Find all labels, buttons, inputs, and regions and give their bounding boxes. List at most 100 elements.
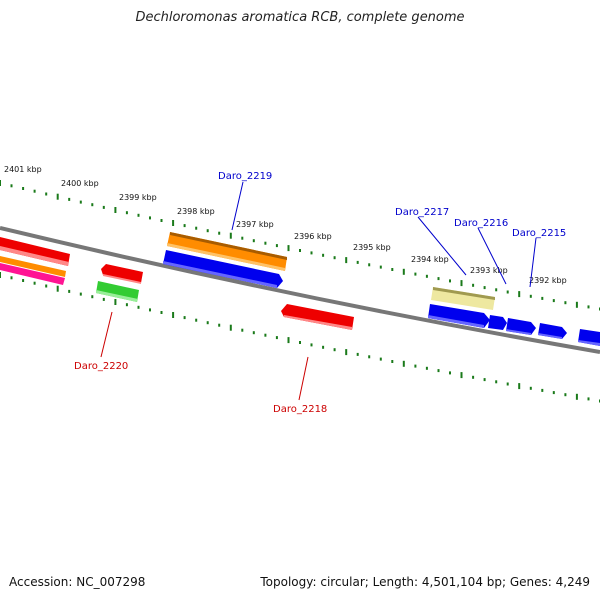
inner-track-tick (195, 318, 198, 322)
feature-khaki-2217[interactable] (431, 287, 495, 310)
gene-label-daro-2219[interactable]: Daro_2219 (218, 171, 272, 182)
outer-track-tick (229, 232, 232, 239)
feature-blue-a[interactable] (428, 304, 490, 328)
inner-track-tick (149, 308, 151, 312)
outer-track-tick (172, 220, 175, 226)
outer-track-tick (356, 260, 359, 264)
inner-track-tick (229, 324, 232, 331)
feature-red-2218[interactable] (281, 304, 354, 330)
inner-track-tick (506, 382, 509, 386)
outer-track-tick (587, 305, 590, 309)
feature-orange-left[interactable] (0, 256, 66, 277)
kbp-label-2398: 2398 kbp (177, 207, 215, 216)
outer-track-tick (137, 213, 140, 217)
outer-track-tick (241, 236, 244, 240)
outer-track-tick (379, 265, 382, 269)
inner-track-tick (218, 323, 221, 327)
inner-track-tick (252, 331, 255, 335)
feature-magenta-left[interactable] (0, 263, 65, 285)
feature-khaki-2217-edge (433, 287, 495, 300)
kbp-label-2392: 2392 kbp (529, 276, 567, 285)
outer-track-tick (299, 249, 301, 252)
feature-blue-e-shade (578, 340, 600, 346)
inner-track-tick (114, 299, 117, 305)
gene-label-daro-2216[interactable]: Daro_2216 (454, 218, 508, 229)
inner-track-tick (56, 285, 59, 292)
inner-track-tick (275, 336, 278, 340)
outer-track-tick (45, 192, 48, 196)
gene-label-daro-2220[interactable]: Daro_2220 (74, 361, 128, 372)
inner-track-tick (460, 372, 463, 379)
gene-label-daro-2217[interactable]: Daro_2217 (395, 207, 449, 218)
inner-track-tick (495, 380, 498, 384)
inner-track-tick (575, 393, 578, 400)
outer-track-tick (472, 283, 475, 287)
feature-orange-2219[interactable] (167, 232, 287, 271)
outer-track-tick (0, 180, 1, 186)
outer-track-tick (206, 229, 209, 233)
kbp-label-2399: 2399 kbp (119, 193, 157, 202)
feature-red-small-shade (103, 274, 141, 284)
outer-tick-track (0, 180, 600, 311)
inner-track-tick (287, 337, 290, 344)
outer-track-tick (102, 205, 105, 209)
outer-track-tick (183, 224, 186, 228)
inner-track-tick (402, 360, 405, 367)
inner-track-tick (518, 383, 521, 390)
outer-track-tick (252, 239, 255, 243)
inner-track-tick (552, 391, 555, 395)
outer-track-tick (506, 290, 509, 294)
feature-green-small-shade (96, 290, 138, 302)
genome-backbone (0, 226, 600, 354)
kbp-label-2401: 2401 kbp (4, 165, 42, 174)
inner-track-tick (183, 316, 186, 320)
outer-track-tick (495, 288, 498, 292)
inner-track-tick (483, 378, 486, 382)
outer-track-tick (149, 216, 151, 220)
kbp-label-2395: 2395 kbp (353, 243, 391, 252)
gene-label-daro-2215[interactable]: Daro_2215 (512, 228, 566, 239)
inner-track-tick (45, 284, 48, 288)
inner-track-tick (10, 276, 13, 280)
gene-label-daro-2218[interactable]: Daro_2218 (273, 404, 327, 415)
outer-track-tick (33, 189, 36, 193)
outer-track-tick (437, 277, 440, 281)
outer-track-tick (79, 200, 82, 204)
outer-track-tick (564, 301, 567, 305)
leader-daro-2217 (417, 216, 467, 276)
inner-track-tick (379, 357, 382, 361)
accession-text: Accession: NC_007298 (9, 575, 146, 589)
inner-track-tick (449, 371, 451, 375)
inner-track-tick (437, 369, 440, 373)
feature-red-small[interactable] (101, 264, 143, 283)
leader-daro-2216 (477, 227, 507, 285)
inner-tick-track (0, 272, 600, 403)
outer-track-tick (56, 193, 59, 200)
outer-track-tick (414, 272, 417, 276)
inner-track-tick (33, 281, 36, 285)
leader-daro-2219 (231, 181, 244, 231)
feature-blue-long-shade (163, 261, 277, 288)
inner-track-tick (241, 328, 244, 332)
outer-track-tick (575, 301, 578, 308)
feature-blue-long[interactable] (163, 250, 283, 288)
kbp-label-2396: 2396 kbp (294, 232, 332, 241)
leader-daro-2220 (100, 311, 113, 358)
inner-track-tick (206, 321, 209, 325)
kbp-label-2400: 2400 kbp (61, 179, 99, 188)
inner-track-tick (79, 292, 82, 296)
inner-track-tick (368, 355, 371, 359)
kbp-label-2394: 2394 kbp (411, 255, 449, 264)
inner-track-tick (356, 352, 359, 356)
inner-track-tick (172, 312, 175, 318)
kbp-label-2393: 2393 kbp (470, 266, 508, 275)
leader-daro-2215 (529, 237, 537, 288)
outer-track-tick (541, 296, 544, 300)
feature-red-2218-shade (284, 315, 352, 330)
inner-track-tick (529, 386, 532, 390)
inner-track-tick (91, 295, 94, 299)
feature-green-small[interactable] (96, 281, 139, 302)
outer-track-tick (425, 274, 428, 278)
feature-blue-b[interactable] (488, 315, 507, 330)
